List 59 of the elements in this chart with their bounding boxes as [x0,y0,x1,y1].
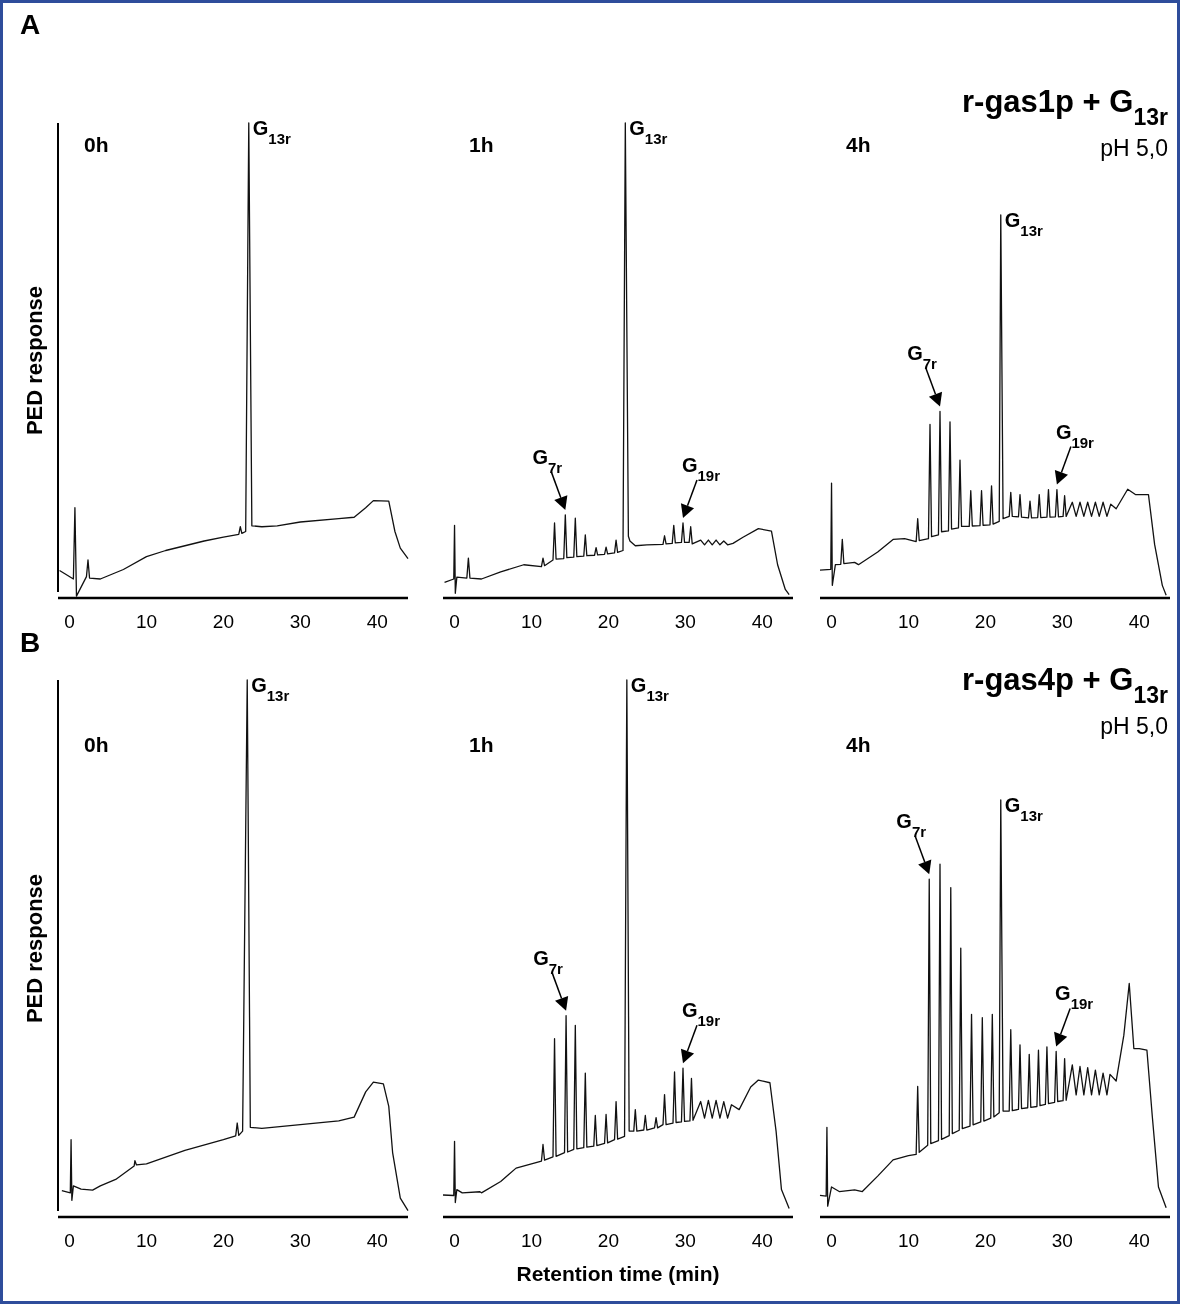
x-tick-label: 20 [974,1230,996,1251]
annotation: G$_{19r}$ [1055,982,1094,1012]
x-tick-label: 10 [520,611,543,632]
x-tick-label: 40 [751,1230,773,1251]
x-tick-label: 20 [974,611,996,632]
annotation: G$_{13r}$ [1004,794,1044,824]
annotation: G$_{19r}$ [681,453,721,484]
annotation: G$_{7r}$ [907,342,938,372]
text: B [20,627,41,658]
x-tick-label: 20 [212,1230,234,1251]
y-axis-title: PED response [22,873,47,1024]
annotation: G$_{13r}$ [251,674,290,704]
x-tick-label: 0 [826,611,837,632]
x-tick-label: 10 [135,1230,158,1251]
x-tick-label: 0 [64,1230,75,1251]
x-tick-label: 30 [1051,1230,1073,1251]
chart-title: 4h [846,133,871,156]
x-tick-label: 0 [826,1230,837,1251]
x-tick-label: 30 [289,1230,311,1251]
text: 0h [84,733,109,756]
text: r-gas4p + G$_{13r}$ [962,662,1169,708]
x-tick-label: 40 [1128,1230,1150,1251]
annotation: G$_{13r}$ [630,674,670,704]
x-tick-label: 20 [597,1230,619,1251]
x-tick-label: 0 [449,1230,460,1251]
x-tick-label: 30 [1051,611,1073,632]
chart-title: 4h [846,733,871,756]
text: 1h [469,733,494,756]
x-tick-label: 40 [366,611,388,632]
text: pH 5,0 [1100,135,1168,161]
annotation: G$_{13r}$ [252,117,292,147]
x-tick-label: 30 [674,611,696,632]
text: A [20,9,41,40]
x-tick-label: 40 [1128,611,1150,632]
annotation: G$_{7r}$ [896,810,927,840]
text: r-gas1p + G$_{13r}$ [962,84,1169,130]
annotation: G$_{7r}$ [532,445,563,476]
annotation: G$_{19r}$ [1055,420,1095,451]
y-axis-title: PED response [22,285,47,436]
annotation: G$_{19r}$ [681,999,721,1029]
x-tick-label: 30 [674,1230,696,1251]
x-tick-label: 10 [897,1230,920,1251]
x-tick-label: 20 [212,611,234,632]
x-tick-label: 40 [366,1230,388,1251]
text: pH 5,0 [1100,713,1168,739]
annotation: G$_{13r}$ [1004,209,1044,239]
x-tick-label: 0 [64,611,75,632]
x-tick-label: 10 [135,611,158,632]
x-tick-label: 0 [449,611,460,632]
x-tick-label: 40 [751,611,773,632]
x-tick-label: 10 [897,611,920,632]
annotation: G$_{7r}$ [533,946,564,977]
annotation: G$_{13r}$ [629,117,668,147]
x-axis-title: Retention time (min) [516,1262,720,1285]
x-tick-label: 30 [289,611,311,632]
x-tick-label: 10 [520,1230,543,1251]
x-tick-label: 20 [597,611,619,632]
text: 0h [84,133,109,156]
text: 1h [469,133,494,156]
